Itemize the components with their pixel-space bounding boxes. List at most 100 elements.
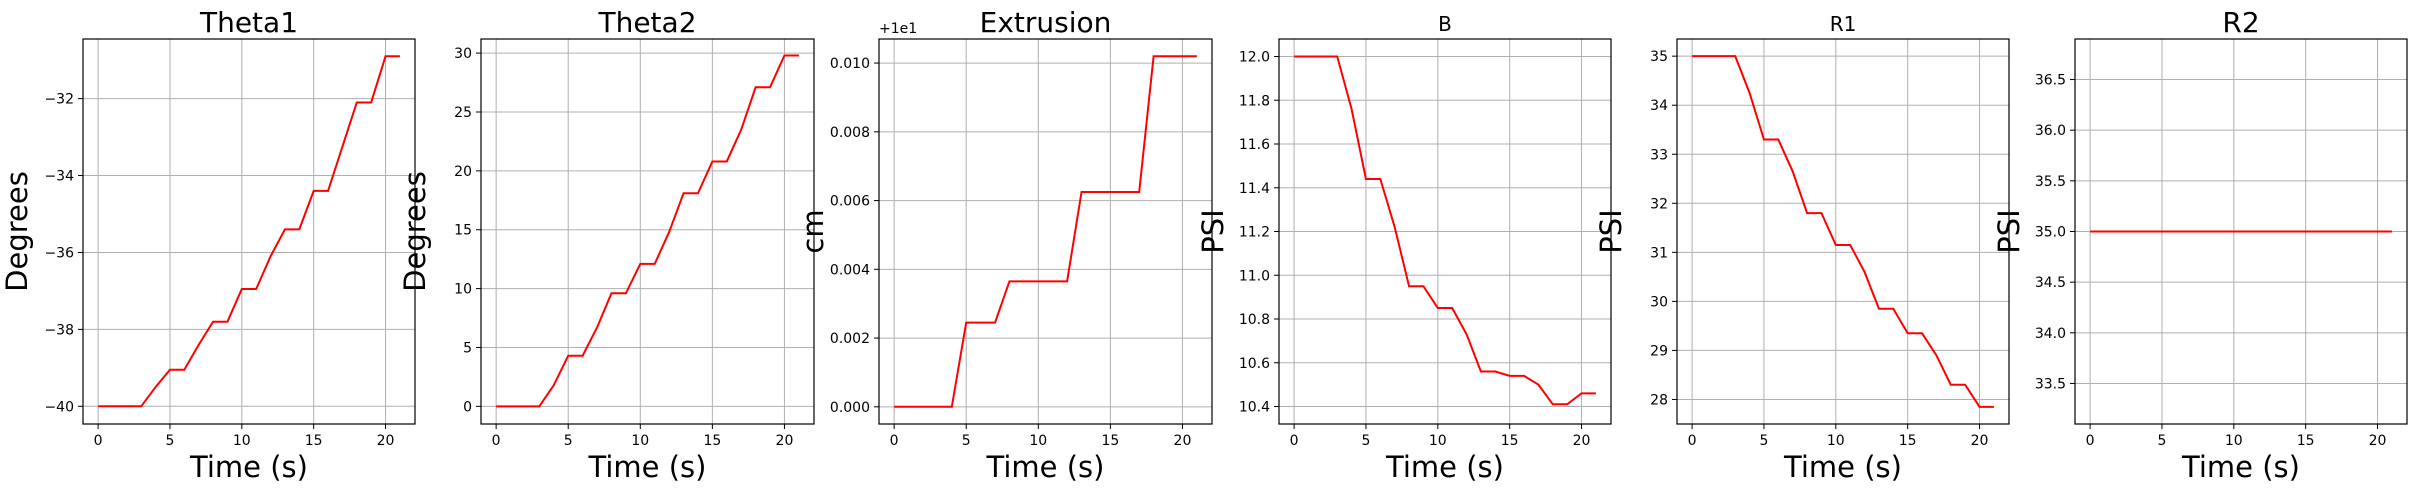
- x-tick-label: 0: [1688, 433, 1697, 449]
- y-tick-label: −38: [44, 322, 74, 338]
- axis-offset-text: +1e1: [879, 21, 917, 37]
- x-tick-label: 15: [2297, 433, 2315, 449]
- x-tick-label: 10: [2225, 433, 2243, 449]
- x-tick-label: 15: [305, 433, 323, 449]
- y-tick-label: 31: [1650, 245, 1668, 261]
- y-tick-label: 10.6: [1239, 356, 1270, 372]
- chart-title: R2: [2222, 6, 2259, 39]
- y-tick-label: 33: [1650, 147, 1668, 163]
- y-tick-label: 30: [454, 46, 472, 62]
- y-tick-label: 11.2: [1239, 225, 1270, 241]
- x-tick-label: 15: [1101, 433, 1119, 449]
- y-tick-label: 0.000: [830, 400, 870, 416]
- x-tick-label: 5: [1361, 433, 1370, 449]
- y-axis-label: PSI: [1594, 209, 1628, 253]
- x-tick-label: 5: [1759, 433, 1768, 449]
- chart-title: R1: [1830, 12, 1857, 36]
- x-tick-label: 5: [165, 433, 174, 449]
- series-line: [1294, 55, 1596, 406]
- y-tick-label: −40: [44, 399, 74, 415]
- x-axis-label: Time (s): [588, 450, 707, 484]
- y-tick-label: 34.0: [2035, 326, 2066, 342]
- subplot-b: 0 5 10 15 20 10.4 10.6 10.8 11.0 11.2 11.4 11.6 11.8…: [1196, 12, 1612, 484]
- series-line: [894, 55, 1197, 408]
- x-tick-label: 15: [1899, 433, 1917, 449]
- x-tick-label: 10: [1827, 433, 1845, 449]
- x-tick-label: 20: [1573, 433, 1591, 449]
- x-axis-label: Time (s): [1385, 450, 1504, 484]
- x-tick-label: 20: [377, 433, 395, 449]
- axes-frame: [878, 38, 1213, 425]
- y-tick-label: −36: [44, 245, 74, 261]
- x-tick-label: 20: [776, 433, 794, 449]
- y-tick-label: −32: [44, 92, 74, 108]
- subplot-r2: 0 5 10 15 20 33.5 34.0 34.5 35.0 35.5 36.0 36.5 R2 Ti…: [1992, 6, 2408, 484]
- y-tick-label: 0.010: [830, 56, 870, 72]
- x-tick-label: 5: [564, 433, 573, 449]
- subplot-theta2: 0 5 10 15 20 0 5 10 15 20 25 30 Theta2 Time (s) Degree…: [398, 6, 815, 484]
- x-axis-label: Time (s): [986, 450, 1105, 484]
- x-tick-label: 10: [631, 433, 649, 449]
- series-line: [496, 54, 799, 408]
- y-tick-label: 35.0: [2035, 225, 2066, 241]
- y-tick-label: 11.4: [1239, 181, 1270, 197]
- subplot-theta1: 0 5 10 15 20 −40 −38 −36 −34 −32 Theta1 Time (s) Deg…: [0, 6, 416, 484]
- x-axis-label: Time (s): [189, 450, 308, 484]
- series-line: [1692, 55, 1994, 408]
- x-tick-label: 10: [1029, 433, 1047, 449]
- y-tick-label: −34: [44, 169, 74, 185]
- x-tick-label: 20: [1971, 433, 1989, 449]
- y-tick-label: 11.8: [1239, 93, 1270, 109]
- x-axis-label: Time (s): [2181, 450, 2300, 484]
- y-tick-label: 36.0: [2035, 123, 2066, 139]
- y-tick-label: 35: [1650, 49, 1668, 65]
- subplot-r1: 0 5 10 15 20 28 29 30 31 32 33 34 35 R1 Time (s) PSI: [1594, 12, 2010, 484]
- y-tick-label: 10.8: [1239, 312, 1270, 328]
- x-tick-label: 10: [233, 433, 251, 449]
- y-tick-label: 11.6: [1239, 137, 1270, 153]
- y-tick-label: 11.0: [1239, 268, 1270, 284]
- y-tick-label: 33.5: [2035, 376, 2066, 392]
- y-tick-label: 35.5: [2035, 174, 2066, 190]
- y-axis-label: PSI: [1196, 209, 1230, 253]
- x-tick-label: 0: [890, 433, 899, 449]
- subplot-extrusion: 0 5 10 15 20 0.000 0.002 0.004 0.006 0.008 0.010 +1…: [796, 6, 1213, 484]
- x-tick-label: 5: [2157, 433, 2166, 449]
- x-tick-label: 0: [94, 433, 103, 449]
- x-tick-label: 5: [962, 433, 971, 449]
- y-tick-label: 28: [1650, 392, 1668, 408]
- chart-title: Theta1: [199, 6, 298, 39]
- series-line: [98, 55, 400, 408]
- y-tick-label: 5: [463, 340, 472, 356]
- y-tick-label: 30: [1650, 294, 1668, 310]
- y-tick-label: 36.5: [2035, 73, 2066, 89]
- y-tick-label: 32: [1650, 196, 1668, 212]
- axes-frame: [82, 38, 416, 425]
- x-tick-label: 20: [1174, 433, 1192, 449]
- x-tick-label: 15: [703, 433, 721, 449]
- x-tick-label: 0: [1290, 433, 1299, 449]
- x-tick-label: 10: [1429, 433, 1447, 449]
- chart-title: Extrusion: [980, 6, 1112, 39]
- chart-title: Theta2: [597, 6, 696, 39]
- x-tick-label: 20: [2369, 433, 2387, 449]
- x-axis-label: Time (s): [1783, 450, 1902, 484]
- y-tick-label: 29: [1650, 343, 1668, 359]
- y-tick-label: 10.4: [1239, 400, 1270, 416]
- y-tick-label: 0.006: [830, 194, 870, 210]
- y-axis-label: cm: [796, 209, 830, 253]
- x-tick-label: 0: [2086, 433, 2095, 449]
- y-tick-label: 20: [454, 164, 472, 180]
- y-tick-label: 15: [454, 223, 472, 239]
- y-tick-label: 25: [454, 105, 472, 121]
- chart-title: B: [1438, 12, 1452, 36]
- y-axis-label: Degrees: [0, 171, 34, 292]
- y-tick-label: 0: [463, 399, 472, 415]
- y-tick-label: 10: [454, 282, 472, 298]
- y-tick-label: 12.0: [1239, 50, 1270, 66]
- y-tick-label: 0.008: [830, 125, 870, 141]
- y-axis-label: PSI: [1992, 209, 2026, 253]
- axes-frame: [480, 38, 815, 425]
- y-tick-label: 34.5: [2035, 275, 2066, 291]
